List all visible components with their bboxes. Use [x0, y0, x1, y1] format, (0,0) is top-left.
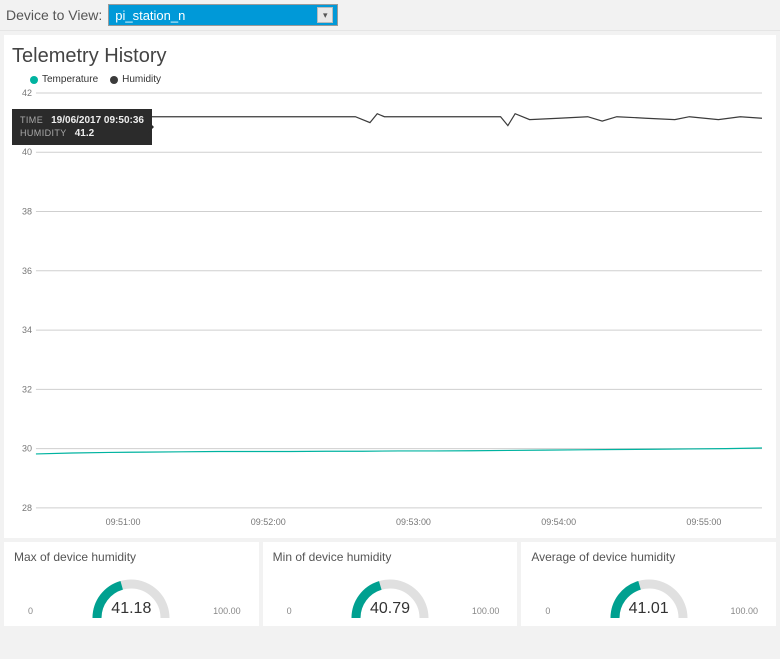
- chart-svg: 28 30 32 34 36 38 40 42 09:51:00 09:52:00 09:53:00…: [12, 87, 768, 531]
- gauge-max: 100.00: [730, 606, 758, 616]
- svg-text:09:53:00: 09:53:00: [396, 517, 431, 527]
- gauge-body: 0 100.00 41.01: [531, 568, 766, 622]
- gauge-title: Max of device humidity: [14, 550, 249, 564]
- chart-title: Telemetry History: [12, 45, 768, 68]
- svg-text:38: 38: [22, 207, 32, 217]
- legend-label-temperature: Temperature: [42, 74, 98, 85]
- gauge-body: 0 100.00 40.79: [273, 568, 508, 622]
- svg-text:34: 34: [22, 325, 32, 335]
- telemetry-panel: Telemetry History Temperature Humidity 2…: [4, 35, 776, 538]
- gauge-value: 41.01: [629, 600, 669, 618]
- gauge-max: 100.00: [472, 606, 500, 616]
- svg-text:42: 42: [22, 88, 32, 98]
- svg-text:28: 28: [22, 503, 32, 513]
- gauge-min: 0: [545, 606, 550, 616]
- gauge-min: 0: [287, 606, 292, 616]
- svg-text:09:51:00: 09:51:00: [106, 517, 141, 527]
- gauge-body: 0 100.00 41.18: [14, 568, 249, 622]
- chart-tooltip: TIME 19/06/2017 09:50:36 HUMIDITY 41.2: [12, 109, 152, 145]
- legend-dot-temperature: [30, 76, 38, 84]
- svg-text:09:52:00: 09:52:00: [251, 517, 286, 527]
- legend-label-humidity: Humidity: [122, 74, 161, 85]
- gauge-max: 100.00: [213, 606, 241, 616]
- tooltip-val-time: 19/06/2017 09:50:36: [51, 115, 144, 126]
- chart-plot[interactable]: 28 30 32 34 36 38 40 42 09:51:00 09:52:00 09:53:00…: [12, 87, 768, 532]
- svg-text:36: 36: [22, 266, 32, 276]
- gauge-card: Min of device humidity 0 100.00 40.79: [263, 542, 518, 626]
- tooltip-key-humidity: HUMIDITY: [20, 128, 67, 139]
- gauge-card: Max of device humidity 0 100.00 41.18: [4, 542, 259, 626]
- legend-dot-humidity: [110, 76, 118, 84]
- tooltip-val-humidity: 41.2: [75, 128, 94, 139]
- tooltip-key-time: TIME: [20, 115, 43, 126]
- gauges-row: Max of device humidity 0 100.00 41.18 Min of…: [0, 542, 780, 626]
- svg-text:09:54:00: 09:54:00: [541, 517, 576, 527]
- svg-text:30: 30: [22, 444, 32, 454]
- chevron-down-icon: ▾: [317, 7, 333, 23]
- svg-text:32: 32: [22, 384, 32, 394]
- legend-item-temperature[interactable]: Temperature: [30, 74, 98, 85]
- svg-text:09:55:00: 09:55:00: [686, 517, 721, 527]
- chart-legend: Temperature Humidity: [30, 74, 768, 85]
- device-select[interactable]: pi_station_n ▾: [108, 4, 338, 26]
- legend-item-humidity[interactable]: Humidity: [110, 74, 161, 85]
- gauge-value: 41.18: [111, 600, 151, 618]
- device-label: Device to View:: [6, 7, 102, 23]
- gauge-min: 0: [28, 606, 33, 616]
- device-select-value: pi_station_n: [115, 8, 185, 23]
- gauge-title: Average of device humidity: [531, 550, 766, 564]
- header-bar: Device to View: pi_station_n ▾: [0, 0, 780, 31]
- gauge-title: Min of device humidity: [273, 550, 508, 564]
- gauge-value: 40.79: [370, 600, 410, 618]
- gauge-card: Average of device humidity 0 100.00 41.01: [521, 542, 776, 626]
- svg-text:40: 40: [22, 147, 32, 157]
